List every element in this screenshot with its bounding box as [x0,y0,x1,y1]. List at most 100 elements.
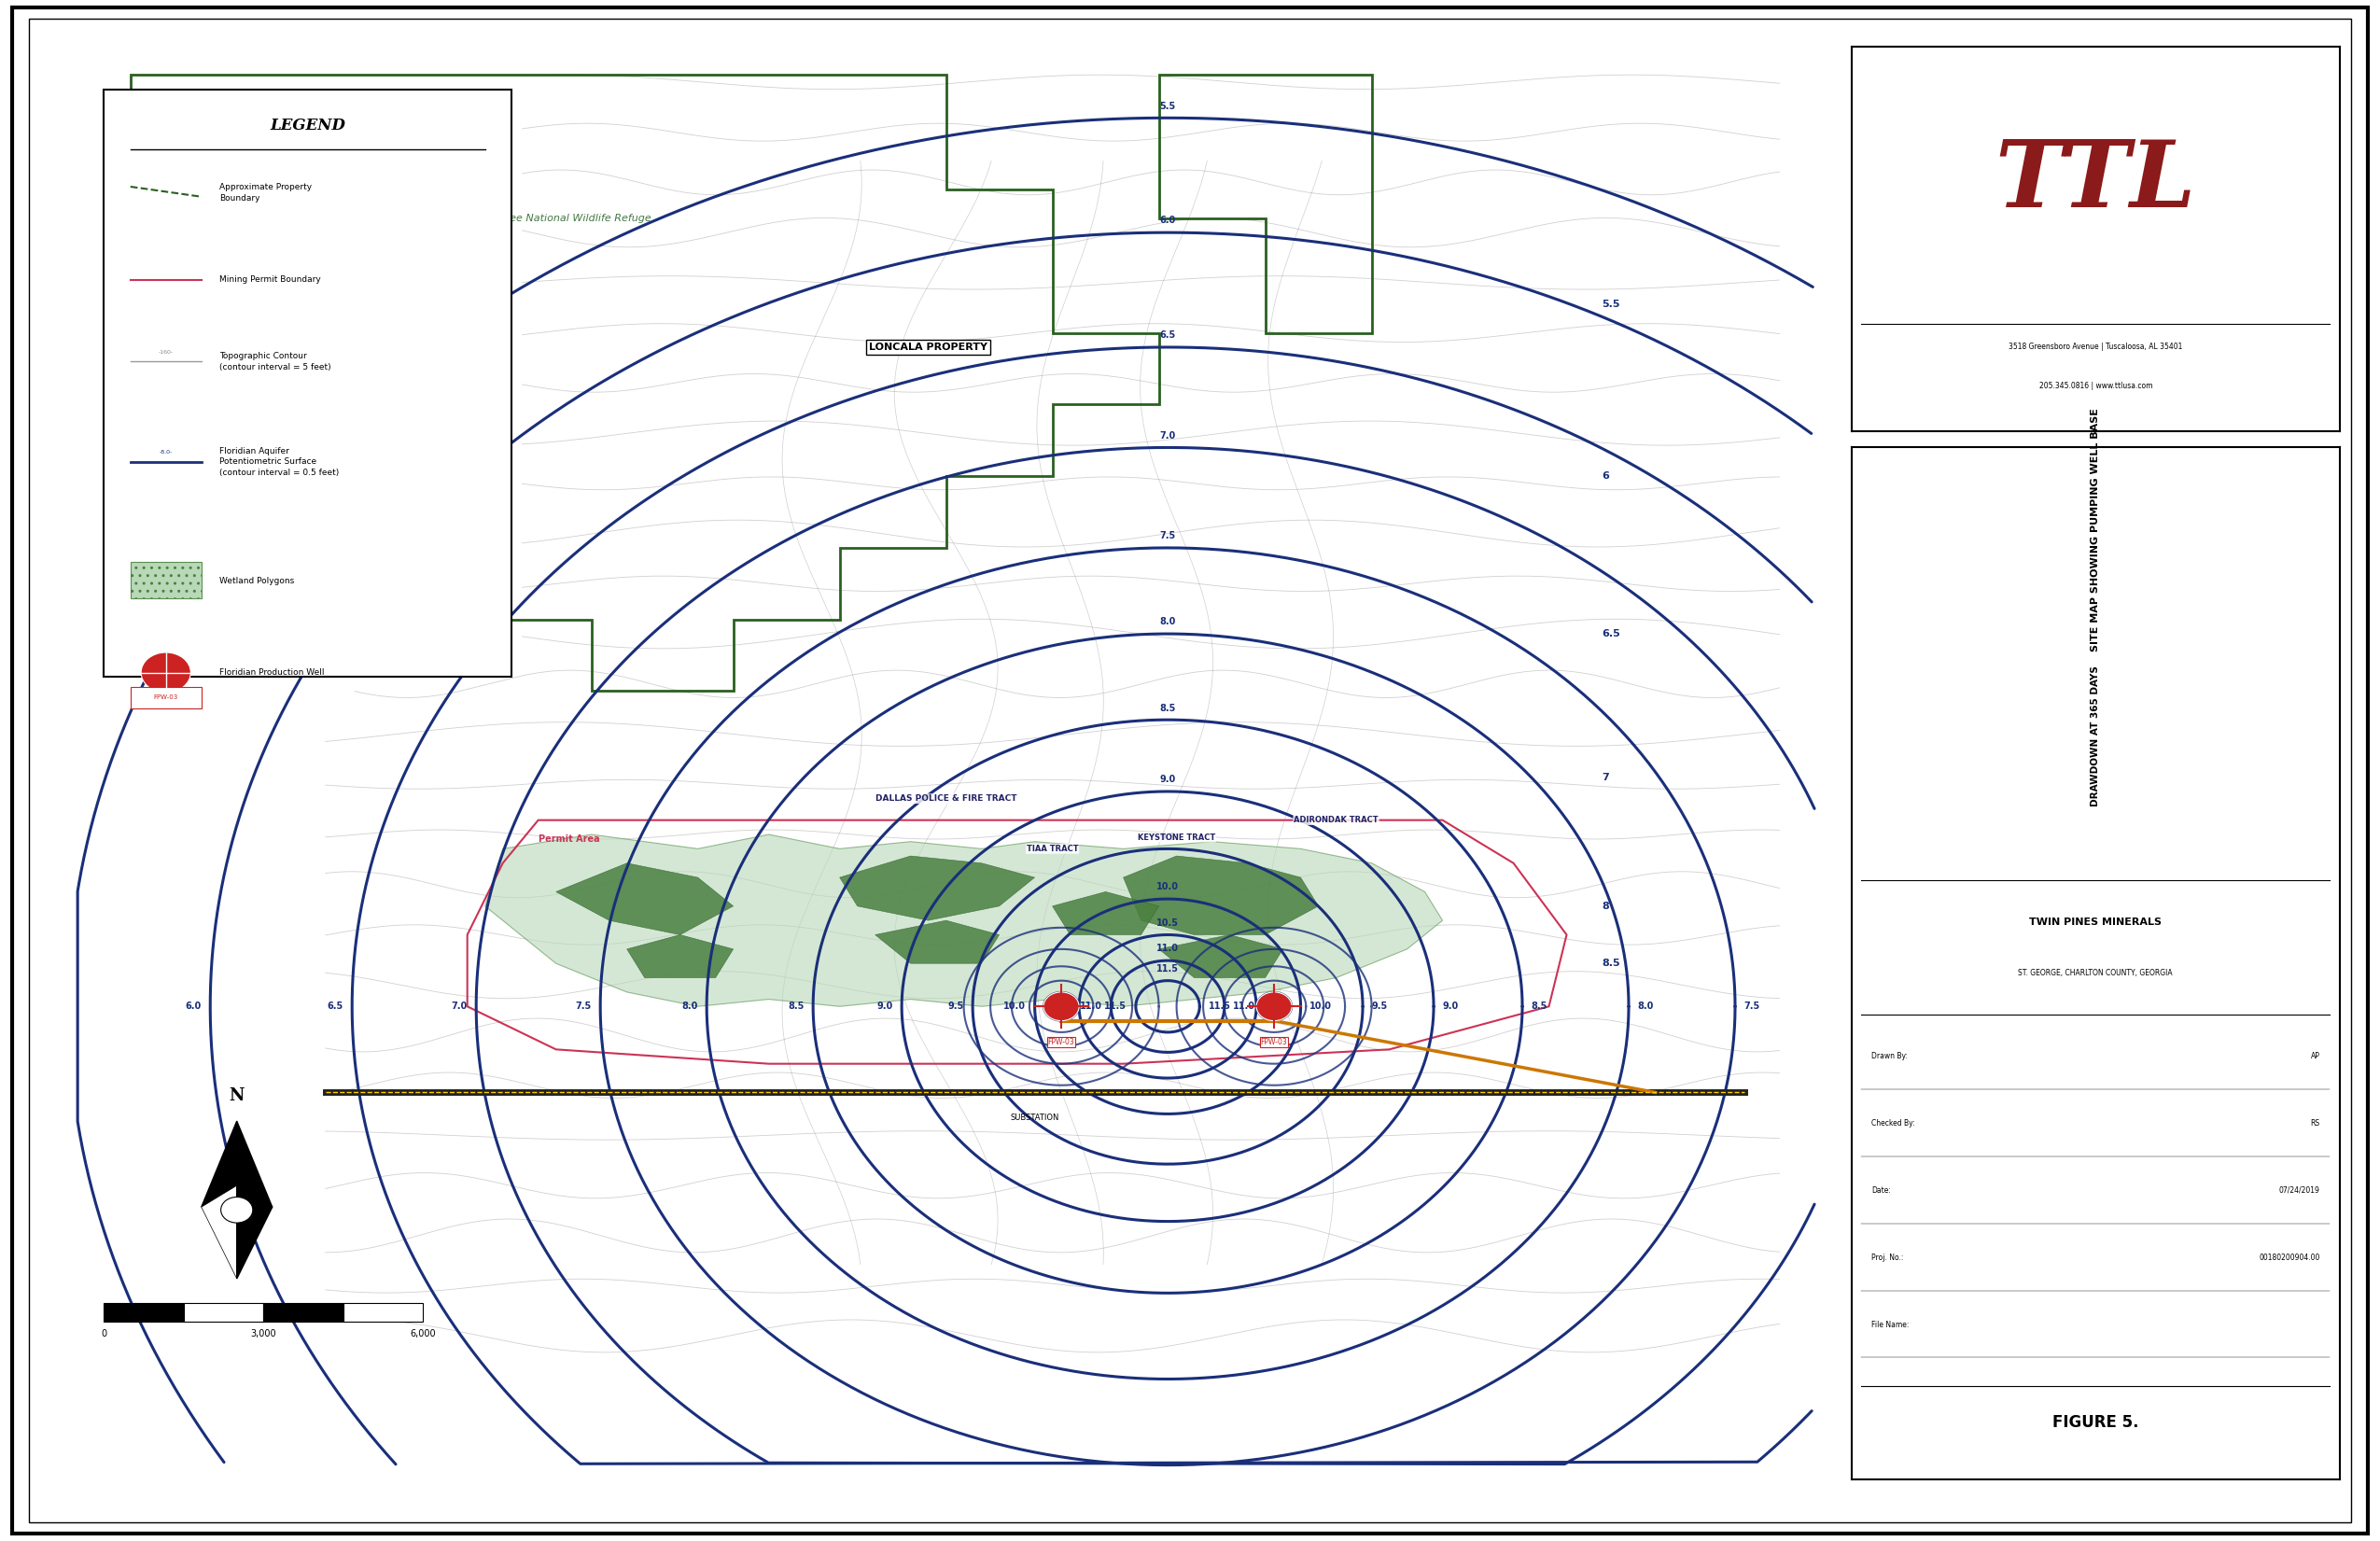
Text: Wetland Polygons: Wetland Polygons [219,576,295,586]
Text: 7.5: 7.5 [1159,532,1176,541]
Circle shape [140,652,190,692]
Polygon shape [202,1122,271,1207]
Text: 6.5: 6.5 [1602,629,1621,638]
Text: FIGURE 5.: FIGURE 5. [2052,1415,2140,1432]
Text: 11.0: 11.0 [1081,1002,1102,1011]
Polygon shape [202,1185,236,1279]
Text: 00180200904.00: 00180200904.00 [2259,1253,2320,1262]
Text: 10.0: 10.0 [1157,883,1178,892]
Polygon shape [557,863,733,935]
Polygon shape [1123,855,1319,935]
Text: 6.5: 6.5 [326,1002,343,1011]
Polygon shape [626,935,733,979]
Text: Mining Permit Boundary: Mining Permit Boundary [219,276,321,284]
Text: 9.5: 9.5 [947,1002,964,1011]
Polygon shape [236,1185,271,1279]
Text: -8.0-: -8.0- [159,450,171,455]
Text: 10.0: 10.0 [1004,1002,1026,1011]
Text: AP: AP [2311,1053,2320,1060]
Text: KEYSTONE TRACT: KEYSTONE TRACT [1138,834,1216,841]
Text: Floridian Aquifer
Potentiometric Surface
(contour interval = 0.5 feet): Floridian Aquifer Potentiometric Surface… [219,447,338,478]
Text: 9.0: 9.0 [1442,1002,1459,1011]
Text: Permit Area: Permit Area [538,834,600,843]
Text: 8: 8 [1602,901,1609,911]
Bar [105,89,512,676]
Text: 10.5: 10.5 [1047,1002,1071,1011]
Text: 8.0: 8.0 [681,1002,697,1011]
Text: 8.5: 8.5 [1602,959,1621,968]
Text: 7: 7 [1602,772,1609,781]
Text: File Name:: File Name: [1871,1321,1909,1328]
Text: 9.5: 9.5 [1371,1002,1388,1011]
Text: -160-: -160- [159,350,174,354]
Text: 11.5: 11.5 [1104,1002,1126,1011]
Text: DALLAS POLICE & FIRE TRACT: DALLAS POLICE & FIRE TRACT [876,795,1016,803]
Text: 11.5: 11.5 [1209,1002,1230,1011]
Text: Proj. No.:: Proj. No.: [1871,1253,1904,1262]
Text: Okefenokee National Wildlife Refuge: Okefenokee National Wildlife Refuge [459,214,652,223]
Circle shape [1257,992,1292,1020]
Text: 07/24/2019: 07/24/2019 [2280,1187,2320,1194]
Text: 11.0: 11.0 [1233,1002,1257,1011]
Polygon shape [486,835,1442,1006]
Polygon shape [1159,935,1283,979]
Text: Date:: Date: [1871,1187,1890,1194]
Text: 11.0: 11.0 [1157,945,1178,954]
Text: 10.5: 10.5 [1157,918,1178,928]
Text: DRAWDOWN AT 365 DAYS: DRAWDOWN AT 365 DAYS [2092,666,2099,806]
Text: 8.5: 8.5 [1159,703,1176,712]
Bar [264,1304,343,1322]
Polygon shape [876,920,1000,963]
Text: 3518 Greensboro Avenue | Tuscaloosa, AL 35401: 3518 Greensboro Avenue | Tuscaloosa, AL … [2009,344,2182,351]
Text: N: N [228,1086,245,1103]
Text: SUBSTATION: SUBSTATION [1009,1114,1059,1122]
Text: 3,000: 3,000 [250,1328,276,1338]
Text: SITE MAP SHOWING PUMPING WELL BASE: SITE MAP SHOWING PUMPING WELL BASE [2092,408,2099,652]
Text: 9.0: 9.0 [1159,775,1176,784]
Text: 8.0: 8.0 [1159,618,1176,627]
Text: 8.0: 8.0 [1637,1002,1654,1011]
Text: 8.5: 8.5 [1530,1002,1547,1011]
Circle shape [1042,992,1078,1020]
Text: 9.5: 9.5 [1159,832,1176,841]
Bar [343,1304,424,1322]
Text: Topographic Contour
(contour interval = 5 feet): Topographic Contour (contour interval = … [219,351,331,371]
Text: 9.0: 9.0 [876,1002,892,1011]
Text: 6: 6 [1602,472,1609,481]
Text: 6.0: 6.0 [1159,216,1176,225]
Text: 6,000: 6,000 [409,1328,436,1338]
Text: 7.5: 7.5 [576,1002,590,1011]
Text: 6.0: 6.0 [186,1002,202,1011]
Text: TWIN PINES MINERALS: TWIN PINES MINERALS [2030,917,2161,926]
Text: 5.5: 5.5 [1159,102,1176,111]
Text: TTL: TTL [1994,136,2197,227]
Text: Checked By:: Checked By: [1871,1119,1914,1128]
Text: FPW-03: FPW-03 [155,693,178,700]
Text: 7.5: 7.5 [1745,1002,1761,1011]
Text: FPW-03: FPW-03 [1047,1039,1076,1046]
Polygon shape [1052,892,1159,935]
Text: RS: RS [2311,1119,2320,1128]
Text: 205.345.0816 | www.ttlusa.com: 205.345.0816 | www.ttlusa.com [2040,382,2152,390]
Polygon shape [840,855,1035,920]
Circle shape [221,1197,252,1224]
Text: FPW-03: FPW-03 [1261,1039,1288,1046]
Text: LEGEND: LEGEND [269,117,345,134]
Text: 10.5: 10.5 [1266,1002,1288,1011]
Text: 10.0: 10.0 [1309,1002,1333,1011]
Text: 7.0: 7.0 [452,1002,466,1011]
Text: 8.5: 8.5 [788,1002,804,1011]
Text: 0: 0 [100,1328,107,1338]
Bar [105,1304,183,1322]
Text: ST. GEORGE, CHARLTON COUNTY, GEORGIA: ST. GEORGE, CHARLTON COUNTY, GEORGIA [2018,969,2173,977]
Text: LONCALA PROPERTY: LONCALA PROPERTY [869,342,988,351]
Text: ADIRONDAK TRACT: ADIRONDAK TRACT [1295,815,1378,824]
Text: 5.5: 5.5 [1602,299,1621,308]
Text: 11.5: 11.5 [1157,965,1178,974]
Bar [183,1304,264,1322]
Text: 6.5: 6.5 [1159,331,1176,341]
Text: TIAA TRACT: TIAA TRACT [1026,844,1078,854]
Text: Floridian Production Well: Floridian Production Well [219,669,324,676]
Bar [131,562,202,598]
Text: 7.0: 7.0 [1159,431,1176,441]
